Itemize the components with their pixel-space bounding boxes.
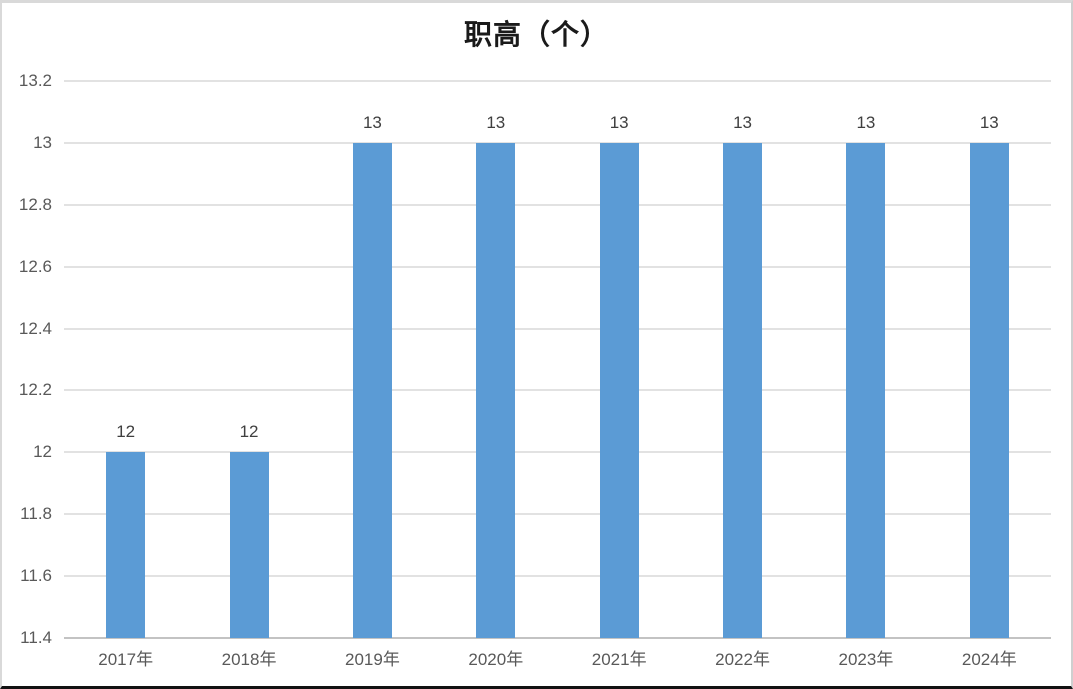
x-axis-tick-label: 2018年 (221, 650, 277, 669)
y-axis-tick-label: 12.6 (18, 256, 52, 276)
y-axis-tick-label: 12.4 (18, 318, 52, 338)
chart-title: 职高（个） (463, 20, 609, 51)
bar (599, 142, 639, 638)
x-axis-tick-label: 2023年 (838, 650, 894, 669)
gridline (64, 451, 1051, 454)
bar-value-label: 13 (856, 112, 876, 132)
y-axis-tick-label: 13.2 (18, 71, 52, 90)
bar (969, 142, 1009, 638)
bar (229, 452, 269, 638)
bar (352, 142, 392, 638)
x-axis-tick-label: 2017年 (98, 650, 154, 669)
bar-value-label: 13 (486, 112, 506, 132)
y-axis-tick-label: 12.2 (18, 380, 52, 400)
gridline (64, 203, 1051, 206)
bar-value-label: 12 (116, 422, 136, 442)
x-axis-line (64, 637, 1051, 639)
y-axis-tick-label: 13 (33, 132, 52, 152)
bar (106, 452, 146, 638)
y-axis-tick-label: 12 (33, 442, 52, 462)
y-axis-tick-label: 11.6 (20, 566, 52, 586)
x-axis-tick-label: 2024年 (961, 650, 1017, 669)
x-axis-tick-label: 2019年 (345, 650, 400, 669)
x-axis-tick-label: 2020年 (468, 650, 524, 669)
x-axis-tick-label: 2021年 (591, 650, 647, 669)
bar (723, 142, 763, 638)
x-axis-tick-label: 2022年 (715, 650, 770, 669)
bar (476, 142, 516, 638)
gridline (64, 141, 1051, 144)
gridline (64, 575, 1051, 578)
plot-area: 11.4 11.6 11.8 12 12.2 12.4 12.6 12.8 13 13.2 12 20… (2, 3, 1071, 686)
bar-value-label: 13 (979, 112, 999, 132)
y-axis-tick-label: 11.8 (20, 504, 52, 524)
gridline (64, 80, 1051, 82)
gridline (64, 513, 1051, 516)
gridline (64, 389, 1051, 392)
y-axis-tick-label: 11.4 (20, 628, 52, 647)
gridline (64, 265, 1051, 268)
bar-value-label: 13 (733, 112, 753, 132)
bar (846, 142, 886, 638)
bar-value-label: 12 (239, 422, 259, 442)
y-axis-tick-label: 12.8 (18, 194, 52, 214)
bar-value-label: 13 (362, 112, 382, 132)
bar-value-label: 13 (609, 112, 629, 132)
gridline (64, 327, 1051, 330)
